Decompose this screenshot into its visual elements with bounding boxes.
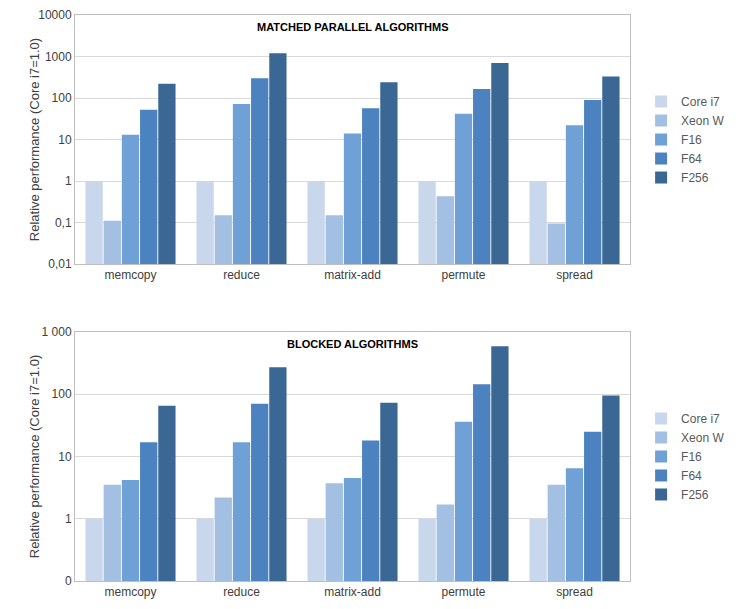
svg-text:MATCHED PARALLEL ALGORITHMS: MATCHED PARALLEL ALGORITHMS: [257, 21, 448, 33]
svg-text:0,1: 0,1: [55, 216, 72, 230]
svg-text:0,01: 0,01: [48, 257, 72, 271]
svg-text:Xeon W: Xeon W: [681, 431, 724, 445]
svg-text:permute: permute: [441, 585, 485, 599]
svg-text:Core i7: Core i7: [681, 412, 720, 426]
svg-text:permute: permute: [441, 268, 485, 282]
svg-text:1: 1: [65, 512, 72, 526]
svg-text:10: 10: [58, 450, 72, 464]
svg-text:0: 0: [65, 574, 72, 588]
svg-text:F16: F16: [681, 450, 702, 464]
svg-text:F256: F256: [681, 488, 709, 502]
svg-text:matrix-add: matrix-add: [324, 585, 381, 599]
svg-text:1: 1: [65, 174, 72, 188]
svg-text:100: 100: [52, 91, 72, 105]
svg-text:Relative performance (Core i7=: Relative performance (Core i7=1.0): [27, 355, 42, 558]
svg-text:10000: 10000: [38, 8, 72, 22]
svg-text:spread: spread: [556, 585, 593, 599]
svg-text:memcopy: memcopy: [104, 585, 156, 599]
svg-text:Xeon W: Xeon W: [681, 114, 724, 128]
svg-text:reduce: reduce: [223, 268, 260, 282]
svg-text:F256: F256: [681, 171, 709, 185]
svg-text:1 000: 1 000: [42, 325, 72, 339]
svg-text:100: 100: [52, 387, 72, 401]
svg-text:memcopy: memcopy: [104, 268, 156, 282]
svg-text:F16: F16: [681, 133, 702, 147]
svg-text:F64: F64: [681, 152, 702, 166]
svg-text:1000: 1000: [45, 50, 72, 64]
svg-text:reduce: reduce: [223, 585, 260, 599]
svg-text:Relative performance (Core i7=: Relative performance (Core i7=1.0): [27, 38, 42, 241]
svg-text:matrix-add: matrix-add: [324, 268, 381, 282]
svg-text:F64: F64: [681, 469, 702, 483]
svg-text:BLOCKED ALGORITHMS: BLOCKED ALGORITHMS: [287, 338, 418, 350]
svg-text:spread: spread: [556, 268, 593, 282]
svg-text:10: 10: [58, 133, 72, 147]
svg-text:Core i7: Core i7: [681, 95, 720, 109]
